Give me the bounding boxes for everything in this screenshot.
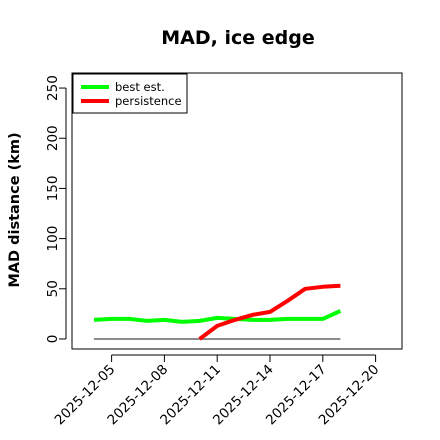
legend-label: persistence (115, 94, 182, 108)
legend: best est.persistence (72, 73, 188, 114)
y-tick-label: 250 (45, 75, 61, 101)
y-tick-label: 0 (45, 335, 61, 344)
legend-label: best est. (115, 80, 165, 94)
y-axis-label: MAD distance (km) (7, 132, 23, 287)
legend-box (72, 73, 188, 114)
series-line-persistence (198, 283, 341, 341)
y-tick-label: 200 (45, 125, 61, 151)
y-tick-label: 150 (45, 176, 61, 202)
y-tick-label: 50 (45, 280, 61, 297)
y-tick-label: 100 (45, 226, 61, 252)
series-line-best-est (93, 309, 342, 324)
plot-frame (71, 72, 403, 350)
x-axis: 2025-12-052025-12-082025-12-112025-12-14… (52, 354, 382, 428)
chart-title: MAD, ice edge (161, 27, 314, 49)
y-axis: 0 50 100 150 200 250 (45, 75, 67, 344)
series-layer (93, 283, 342, 341)
